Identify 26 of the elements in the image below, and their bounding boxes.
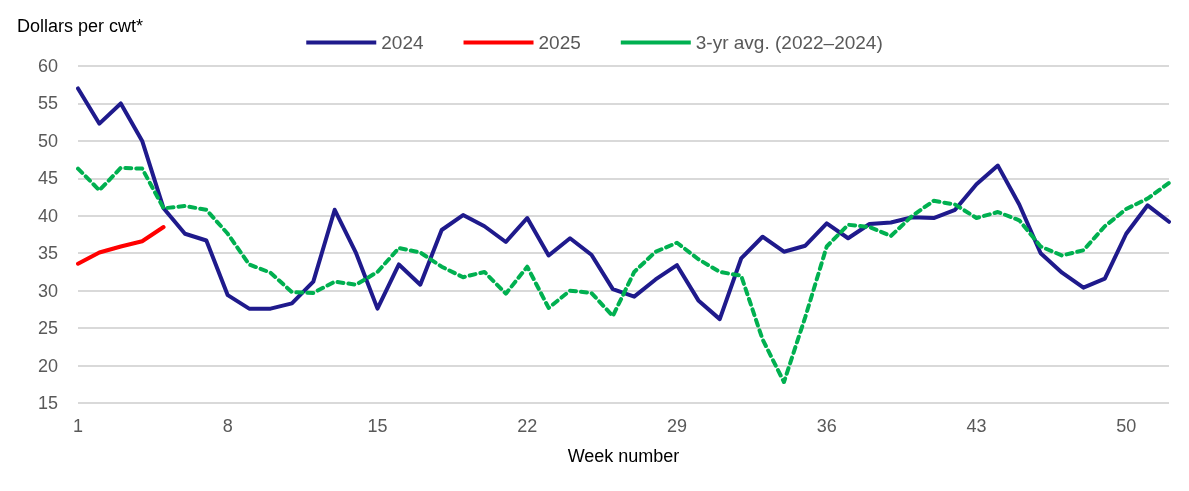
x-tick-label: 22 [517, 416, 538, 436]
y-tick-label: 50 [37, 130, 58, 151]
x-tick-label: 8 [222, 416, 233, 436]
x-tick-label: 36 [816, 416, 837, 436]
x-axis-title: Week number [567, 446, 680, 466]
y-tick-label: 35 [37, 243, 58, 264]
y-tick-label: 45 [37, 168, 58, 189]
line-series [76, 165, 1171, 385]
x-tick-label: 43 [966, 416, 987, 436]
y-tick-label: 55 [37, 93, 58, 114]
y-tick-label: 30 [37, 280, 58, 301]
y-tick-label: 60 [37, 56, 58, 76]
y-tick-label: 40 [37, 205, 58, 226]
x-tick-label: 29 [666, 416, 687, 436]
y-axis-title: Dollars per cwt* [17, 16, 144, 36]
legend-label: 2024 [381, 32, 424, 53]
x-tick-label: 1 [72, 416, 84, 436]
y-tick-label: 20 [37, 355, 58, 376]
legend-label: 2025 [538, 32, 581, 53]
x-tick-label: 50 [1116, 416, 1137, 436]
line-series [76, 225, 166, 266]
x-tick-label: 15 [367, 416, 388, 436]
y-tick-label: 15 [37, 393, 58, 413]
line-series [76, 86, 1171, 322]
y-tick-label: 25 [37, 318, 58, 339]
legend-label: 3-yr avg. (2022–2024) [695, 32, 883, 53]
